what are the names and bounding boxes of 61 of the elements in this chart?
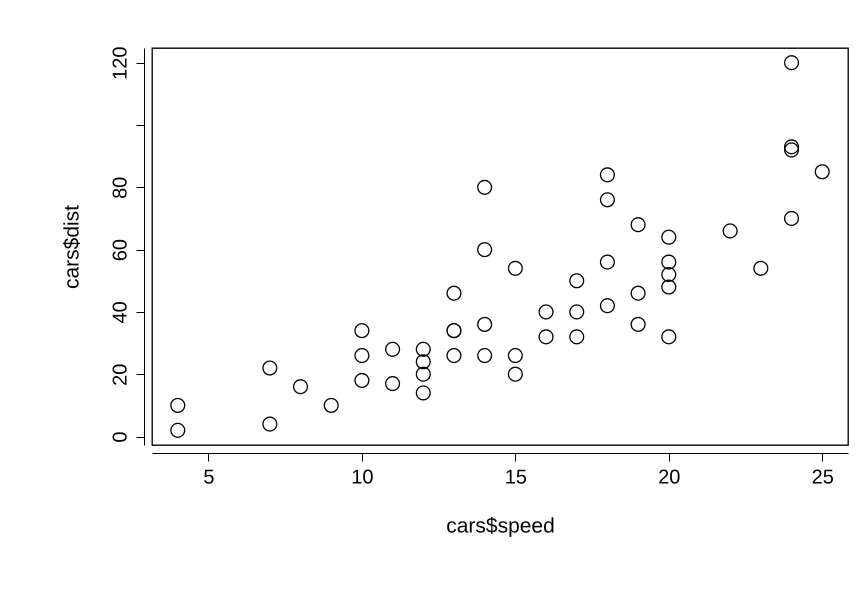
- point: [600, 254, 615, 270]
- x-axis-title: cars$speed: [446, 514, 555, 538]
- point: [600, 192, 615, 208]
- point: [508, 366, 523, 382]
- point: [784, 210, 800, 226]
- point: [569, 273, 584, 288]
- y-tick-label: 20: [110, 364, 132, 386]
- y-tick-label: 80: [110, 176, 132, 199]
- point: [324, 398, 339, 413]
- point: [477, 348, 492, 364]
- y-axis-title: cars$dist: [60, 204, 84, 290]
- point: [600, 298, 615, 314]
- y-tick-label: 120: [110, 46, 132, 80]
- x-tick-label: 5: [203, 466, 215, 488]
- point: [292, 379, 308, 394]
- y-tick-label: 0: [110, 431, 132, 443]
- point: [416, 342, 431, 357]
- point: [661, 254, 676, 270]
- point: [661, 267, 676, 282]
- x-tick-label: 20: [658, 466, 680, 488]
- point: [477, 316, 492, 332]
- point: [753, 260, 768, 276]
- point: [262, 360, 278, 376]
- point: [569, 329, 584, 344]
- point: [446, 286, 462, 301]
- point: [538, 304, 554, 320]
- point: [477, 180, 492, 195]
- y-tick-label: 60: [110, 238, 132, 262]
- point: [538, 329, 554, 344]
- point: [630, 286, 646, 301]
- x-tick-label: 10: [351, 466, 374, 488]
- point: [477, 242, 492, 258]
- point: [722, 223, 738, 238]
- point: [354, 372, 370, 388]
- point: [170, 422, 186, 438]
- point: [170, 398, 186, 413]
- point: [262, 416, 278, 432]
- point: [569, 304, 584, 320]
- point: [416, 385, 431, 400]
- point: [354, 348, 370, 364]
- point: [661, 279, 676, 295]
- point: [416, 354, 431, 370]
- point: [600, 167, 615, 182]
- point: [416, 366, 431, 382]
- point: [508, 260, 523, 276]
- point: [630, 316, 646, 332]
- point: [814, 164, 830, 180]
- x-tick-label: 25: [812, 466, 834, 488]
- point: [661, 329, 676, 344]
- point: [508, 348, 523, 364]
- point: [354, 323, 370, 338]
- point: [784, 139, 800, 154]
- point: [784, 55, 800, 70]
- point: [784, 142, 800, 158]
- x-tick-label: 15: [504, 466, 527, 488]
- y-tick-label: 40: [110, 301, 132, 324]
- point: [385, 342, 400, 357]
- point: [446, 348, 462, 364]
- point: [661, 230, 676, 245]
- point: [630, 217, 646, 232]
- point: [385, 376, 400, 392]
